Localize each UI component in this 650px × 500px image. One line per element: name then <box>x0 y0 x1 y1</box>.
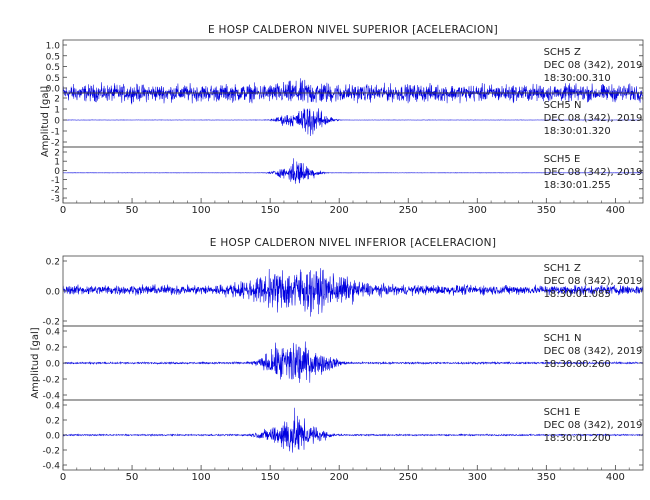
x-tick-label: 400 <box>606 472 625 483</box>
y-tick-label: -0.4 <box>42 392 60 402</box>
y-tick-label: 0.0 <box>46 432 61 442</box>
y-tick-label: 2 <box>54 149 60 159</box>
y-tick-label: -0.2 <box>42 376 60 386</box>
time-label: 18:30:01.085 <box>544 289 611 300</box>
x-tick-label: 200 <box>330 205 349 216</box>
y-tick-label: 2 <box>54 95 60 105</box>
x-tick-label: 150 <box>261 205 280 216</box>
y-tick-label: 0.0 <box>46 85 61 95</box>
channel-label: SCH1 E <box>544 407 581 418</box>
chart-title: E HOSP CALDERON NIVEL SUPERIOR [ACELERAC… <box>208 24 498 36</box>
waveform-sch1-n <box>62 341 644 383</box>
y-tick-label: -3 <box>51 195 60 205</box>
y-tick-label: 0.2 <box>46 258 60 268</box>
waveform-sch5-n <box>62 108 643 137</box>
y-tick-label: -1 <box>51 176 60 186</box>
y-tick-label: -2 <box>51 139 60 149</box>
channel-label: SCH5 Z <box>544 47 581 58</box>
x-tick-label: 400 <box>606 205 625 216</box>
y-tick-label: -0.2 <box>42 447 60 457</box>
y-tick-label: 0.2 <box>46 344 60 354</box>
y-tick-label: 0.0 <box>46 288 61 298</box>
x-tick-label: 350 <box>537 472 556 483</box>
y-axis-label: Amplitud [gal] <box>30 327 41 398</box>
channel-label: SCH5 E <box>544 154 581 165</box>
x-tick-label: 50 <box>126 205 139 216</box>
y-tick-label: 0.5 <box>46 74 60 84</box>
x-tick-label: 300 <box>468 472 487 483</box>
time-label: 18:30:00.260 <box>544 359 611 370</box>
x-tick-label: 250 <box>399 205 418 216</box>
x-tick-label: 300 <box>468 205 487 216</box>
date-label: DEC 08 (342), 2019 <box>544 276 643 287</box>
x-tick-label: 250 <box>399 472 418 483</box>
x-tick-label: 0 <box>60 205 66 216</box>
y-tick-label: -0.4 <box>42 462 60 472</box>
channel-label: SCH5 N <box>544 100 582 111</box>
y-tick-label: 0.2 <box>46 417 60 427</box>
y-tick-label: 0.4 <box>46 402 61 412</box>
y-tick-label: 1 <box>54 106 60 116</box>
date-label: DEC 08 (342), 2019 <box>544 60 643 71</box>
waveform-sch5-z <box>62 78 644 105</box>
waveform-sch1-z <box>62 268 644 317</box>
date-label: DEC 08 (342), 2019 <box>544 420 643 431</box>
date-label: DEC 08 (342), 2019 <box>544 346 643 357</box>
y-tick-label: -2 <box>51 185 60 195</box>
y-tick-label: -0.2 <box>42 318 60 328</box>
waveform-sch5-e <box>62 158 643 184</box>
date-label: DEC 08 (342), 2019 <box>544 167 643 178</box>
y-axis-label: Amplitud [gal] <box>40 86 51 157</box>
time-label: 18:30:01.200 <box>544 433 611 444</box>
x-tick-label: 50 <box>126 472 139 483</box>
y-tick-label: -1 <box>51 128 60 138</box>
x-tick-label: 100 <box>192 205 211 216</box>
x-tick-label: 350 <box>537 205 556 216</box>
y-tick-label: 1.0 <box>46 42 61 52</box>
y-tick-label: 0 <box>54 167 60 177</box>
y-tick-label: 0.4 <box>46 328 61 338</box>
y-tick-label: 0.0 <box>46 360 61 370</box>
y-tick-label: 0 <box>54 117 60 127</box>
time-label: 18:30:00.310 <box>544 73 611 84</box>
time-label: 18:30:01.255 <box>544 180 611 191</box>
x-tick-label: 100 <box>192 472 211 483</box>
date-label: DEC 08 (342), 2019 <box>544 113 643 124</box>
channel-label: SCH1 N <box>544 333 582 344</box>
y-tick-label: 1 <box>54 158 60 168</box>
x-tick-label: 200 <box>330 472 349 483</box>
waveform-sch1-e <box>62 407 644 453</box>
channel-label: SCH1 Z <box>544 263 581 274</box>
y-tick-label: 0.5 <box>46 52 60 62</box>
chart-title: E HOSP CALDERON NIVEL INFERIOR [ACELERAC… <box>210 237 496 249</box>
y-tick-label: 0.5 <box>46 63 60 73</box>
x-tick-label: 0 <box>60 472 66 483</box>
time-label: 18:30:01.320 <box>544 126 611 137</box>
x-tick-label: 150 <box>261 472 280 483</box>
